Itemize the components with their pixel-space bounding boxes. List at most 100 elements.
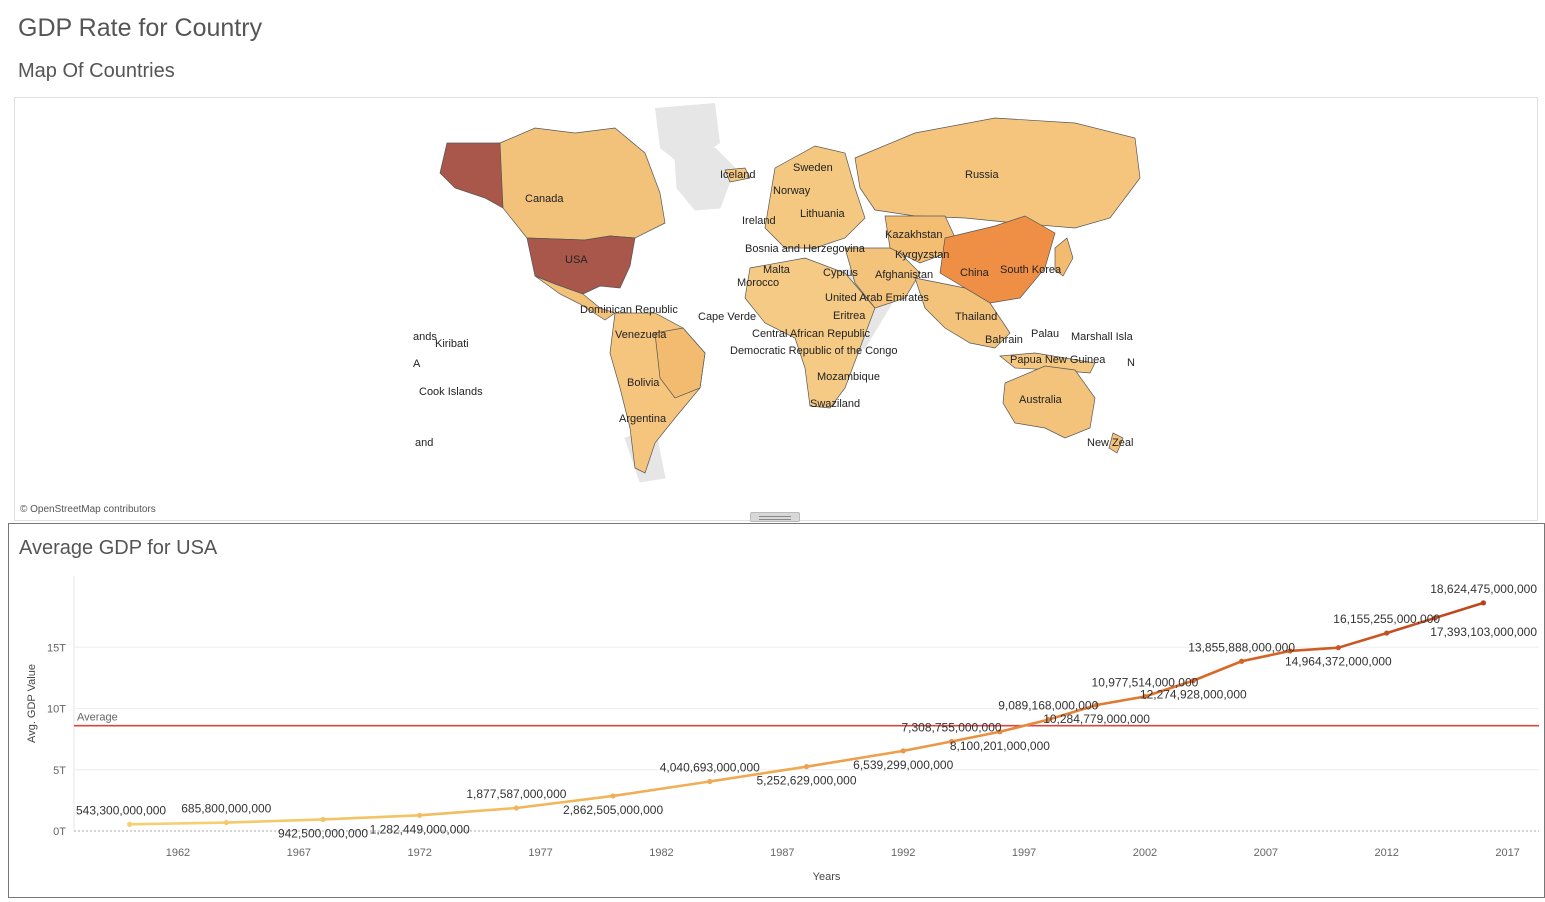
series-line-segment: [805, 749, 905, 768]
data-point-label: 5,252,629,000,000: [756, 774, 856, 788]
data-point[interactable]: [1142, 693, 1148, 700]
country-canada[interactable]: [484, 127, 666, 241]
map-labels: Canada USA Russia China Australia Iceland Swed…: [413, 162, 1135, 449]
world-map[interactable]: Canada USA Russia China Australia Iceland Swed…: [15, 98, 1538, 521]
country-label: Bahrain: [985, 334, 1023, 346]
data-point[interactable]: [1287, 648, 1293, 654]
chart-panel[interactable]: Average GDP for USA 0T 5T 10T 15T 1962 1967 19…: [8, 523, 1545, 898]
country-label: China: [960, 267, 990, 279]
data-point[interactable]: [223, 819, 229, 826]
country-label: Kyrgyzstan: [895, 249, 949, 261]
country-usa-alaska[interactable]: [439, 142, 504, 209]
series-line-segment: [418, 806, 518, 817]
country-label: Argentina: [619, 413, 667, 425]
data-point[interactable]: [127, 821, 133, 827]
data-point-label: 18,624,475,000,000: [1430, 582, 1537, 596]
map-panel[interactable]: Canada USA Russia China Australia Iceland Swed…: [14, 97, 1538, 521]
series-line-segment: [1433, 601, 1485, 620]
country-label: USA: [565, 254, 588, 266]
data-point[interactable]: [1335, 645, 1341, 651]
y-tick-label: 0T: [53, 826, 66, 838]
country-label: Thailand: [955, 311, 997, 323]
data-point[interactable]: [513, 805, 520, 811]
country-greenland: [655, 103, 720, 168]
country-label: Mozambique: [817, 371, 880, 383]
country-label: United Arab Emirates: [825, 292, 929, 304]
data-point[interactable]: [803, 764, 810, 770]
data-point-label: 543,300,000,000: [76, 803, 166, 817]
country-label: ands: [413, 331, 437, 343]
chart-title: Average GDP for USA: [19, 537, 218, 559]
series-line-segment: [998, 718, 1050, 734]
x-tick-label: 1967: [287, 847, 311, 859]
data-point-label: 2,862,505,000,000: [563, 803, 663, 817]
x-tick-label: 2007: [1254, 847, 1278, 859]
country-china[interactable]: [939, 215, 1056, 304]
country-label: Cape Verde: [698, 311, 756, 323]
data-point[interactable]: [707, 778, 713, 785]
country-label: Swaziland: [810, 398, 860, 410]
country-new-zealand[interactable]: [1108, 432, 1124, 454]
data-point-label: 6,539,299,000,000: [853, 758, 953, 772]
country-label: Bosnia and Herzegovina: [745, 243, 866, 255]
data-point[interactable]: [417, 812, 423, 818]
data-point-label: 7,308,755,000,000: [901, 720, 1001, 734]
series-line-segment: [901, 740, 953, 753]
data-point-label: 14,964,372,000,000: [1285, 655, 1392, 669]
x-axis-title: Years: [813, 871, 841, 883]
series-line-segment: [1385, 616, 1437, 635]
country-europe[interactable]: [764, 145, 866, 249]
data-point[interactable]: [1432, 615, 1438, 621]
country-indonesia[interactable]: [999, 352, 1096, 374]
country-label: and: [415, 437, 433, 449]
series-line-segment: [1143, 679, 1195, 698]
data-point[interactable]: [1239, 658, 1245, 664]
country-iceland[interactable]: [724, 167, 751, 183]
country-kazakhstan[interactable]: [884, 215, 961, 264]
series-line-segment: [950, 730, 1002, 743]
country-label: New Zeal: [1087, 437, 1133, 449]
data-point[interactable]: [948, 738, 955, 745]
series-line-segment: [321, 813, 422, 821]
data-point[interactable]: [320, 816, 326, 823]
series-line-segment: [1046, 703, 1098, 721]
data-point-label: 1,877,587,000,000: [466, 787, 566, 801]
data-point[interactable]: [1093, 702, 1100, 708]
country-label: Marshall Isla: [1071, 331, 1134, 343]
country-japan[interactable]: [1054, 237, 1074, 277]
country-label: Norway: [773, 185, 811, 197]
map-title: Map Of Countries: [18, 60, 175, 82]
data-point[interactable]: [997, 729, 1003, 735]
data-point-label: 9,089,168,000,000: [998, 699, 1098, 713]
country-russia[interactable]: [854, 117, 1141, 229]
series-line-segment: [611, 780, 712, 798]
data-point-label: 12,274,928,000,000: [1140, 688, 1247, 702]
panel-resize-handle[interactable]: [750, 512, 800, 522]
data-point[interactable]: [900, 748, 906, 754]
y-axis-title: Avg. GDP Value: [26, 664, 38, 743]
country-brazil[interactable]: [654, 327, 706, 399]
country-label: Palau: [1031, 328, 1059, 340]
country-label: Cook Islands: [419, 386, 483, 398]
data-point-label: 942,500,000,000: [278, 826, 368, 840]
country-label: N: [1127, 357, 1135, 369]
country-australia[interactable]: [1002, 365, 1096, 439]
y-tick-label: 15T: [47, 642, 66, 654]
x-tick-label: 1987: [770, 847, 794, 859]
series-line-segment: [1337, 631, 1388, 649]
country-south-asia[interactable]: [914, 277, 1011, 349]
gdp-line-chart[interactable]: 0T 5T 10T 15T 1962 1967 1972 1977 1982 1987 1992 19…: [9, 524, 1544, 897]
x-tick-label: 1972: [407, 847, 431, 859]
x-tick-label: 1982: [649, 847, 673, 859]
y-tick-label: 10T: [47, 704, 66, 716]
data-point[interactable]: [1480, 600, 1486, 606]
country-label: Ireland: [742, 215, 776, 227]
country-label: Australia: [1019, 394, 1063, 406]
data-point-label: 685,800,000,000: [181, 802, 271, 816]
data-point[interactable]: [1045, 717, 1051, 723]
data-point[interactable]: [1190, 678, 1196, 684]
data-point[interactable]: [1384, 630, 1390, 636]
country-africa[interactable]: [744, 257, 876, 409]
average-reference-label: Average: [77, 712, 118, 724]
data-point[interactable]: [610, 793, 616, 799]
